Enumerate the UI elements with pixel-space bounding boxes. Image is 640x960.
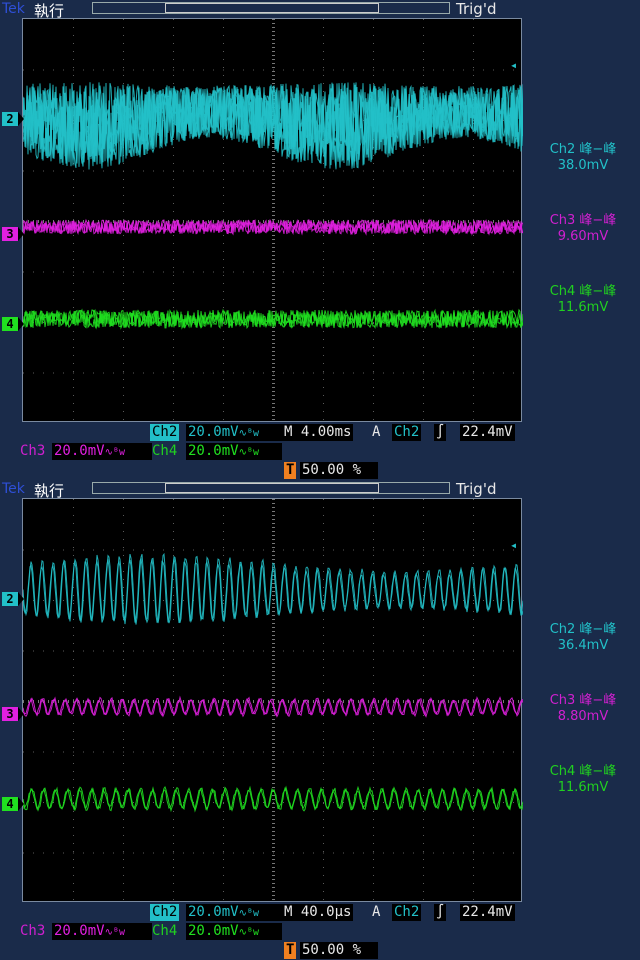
trigger-level[interactable]: 22.4mV: [460, 424, 515, 441]
ch4-ground-marker[interactable]: 4: [2, 317, 24, 331]
trigger-position-badge-icon: T: [284, 462, 297, 479]
ch2-scale[interactable]: 20.0mV∿ᴮw: [186, 424, 282, 441]
ch3-scale[interactable]: 20.0mV∿ᴮw: [52, 923, 152, 940]
trigger-mode: A: [372, 424, 381, 440]
trigger-source[interactable]: Ch2: [392, 424, 422, 441]
ch2-scale[interactable]: 20.0mV∿ᴮw: [186, 904, 282, 921]
trigger-mode: A: [372, 904, 381, 920]
ch3-trace: [23, 218, 523, 236]
ch3-meas-label: Ch3 峰−峰: [549, 213, 617, 228]
trigger-level-icon[interactable]: ◂: [510, 58, 518, 72]
ch4-trace: [23, 308, 523, 330]
ch4-label[interactable]: Ch4: [152, 923, 178, 939]
ch4-measurement: Ch4 峰−峰 11.6mV: [528, 284, 638, 316]
waveform-display[interactable]: [22, 498, 523, 902]
status-row-3: T 50.00 %: [0, 462, 640, 480]
ch4-scale[interactable]: 20.0mV∿ᴮw: [186, 923, 282, 940]
scope-panel-top: Tek 執行 Trig'd T 2 3 4 ◂ Ch2 峰−峰 38.0mV C…: [0, 0, 640, 480]
trigger-level[interactable]: 22.4mV: [460, 904, 515, 921]
ch2-measurement: Ch2 峰−峰 36.4mV: [528, 622, 638, 654]
record-length-bar: [92, 2, 450, 14]
brand-logo: Tek: [2, 1, 25, 17]
ch3-ground-marker[interactable]: 3: [2, 707, 24, 721]
trigger-position[interactable]: 50.00 %: [300, 942, 378, 959]
ch4-trace: [23, 786, 523, 812]
trigger-slope-icon: ∫: [434, 424, 447, 441]
ch2-measurement: Ch2 峰−峰 38.0mV: [528, 142, 638, 174]
status-row-2: Ch3 20.0mV∿ᴮw Ch4 20.0mV∿ᴮw: [0, 923, 640, 941]
ch3-meas-label: Ch3 峰−峰: [549, 693, 617, 708]
ch4-meas-value: 11.6mV: [557, 780, 609, 795]
ch2-trace: [23, 83, 523, 170]
waveform-display[interactable]: [22, 18, 523, 422]
ch3-measurement: Ch3 峰−峰 9.60mV: [528, 213, 638, 245]
ch3-meas-value: 8.80mV: [557, 709, 609, 724]
ch2-meas-label: Ch2 峰−峰: [549, 142, 617, 157]
ch4-meas-label: Ch4 峰−峰: [549, 284, 617, 299]
top-status-bar: Tek 執行 Trig'd: [0, 0, 640, 20]
ch2-trace: [23, 82, 523, 169]
trigger-position[interactable]: 50.00 %: [300, 462, 378, 479]
top-status-bar: Tek 執行 Trig'd: [0, 480, 640, 500]
trigger-level-icon[interactable]: ◂: [510, 538, 518, 552]
ch3-trace: [23, 218, 523, 236]
trigger-state: Trig'd: [456, 0, 497, 18]
ch3-label[interactable]: Ch3: [20, 923, 46, 939]
graticule: [23, 19, 519, 420]
ch3-ground-marker[interactable]: 3: [2, 227, 24, 241]
ch2-ground-marker[interactable]: 2: [2, 112, 24, 126]
trigger-state: Trig'd: [456, 480, 497, 498]
status-row-1: Ch2 20.0mV∿ᴮw M 4.00ms A Ch2 ∫ 22.4mV: [0, 424, 640, 442]
ch2-label[interactable]: Ch2: [150, 904, 180, 921]
ch4-meas-label: Ch4 峰−峰: [549, 764, 617, 779]
trigger-slope-icon: ∫: [434, 904, 447, 921]
ch4-scale[interactable]: 20.0mV∿ᴮw: [186, 443, 282, 460]
ch4-label[interactable]: Ch4: [152, 443, 178, 459]
ch2-ground-marker[interactable]: 2: [2, 592, 24, 606]
acquisition-mode: 執行: [34, 2, 65, 20]
trigger-position-badge-icon: T: [284, 942, 297, 959]
ch3-label[interactable]: Ch3: [20, 443, 46, 459]
timebase[interactable]: M 40.0µs: [282, 904, 354, 921]
ch2-meas-label: Ch2 峰−峰: [549, 622, 617, 637]
ch3-measurement: Ch3 峰−峰 8.80mV: [528, 693, 638, 725]
status-row-1: Ch2 20.0mV∿ᴮw M 40.0µs A Ch2 ∫ 22.4mV: [0, 904, 640, 922]
ch4-meas-value: 11.6mV: [557, 300, 609, 315]
ch3-scale[interactable]: 20.0mV∿ᴮw: [52, 443, 152, 460]
scope-panel-bottom: Tek 執行 Trig'd T 2 3 4 ◂ Ch2 峰−峰 36.4mV C…: [0, 480, 640, 960]
trigger-source[interactable]: Ch2: [392, 904, 422, 921]
ch4-ground-marker[interactable]: 4: [2, 797, 24, 811]
ch2-meas-value: 38.0mV: [557, 158, 609, 173]
timebase[interactable]: M 4.00ms: [282, 424, 354, 441]
ch4-measurement: Ch4 峰−峰 11.6mV: [528, 764, 638, 796]
ch2-trace: [23, 557, 523, 624]
acquisition-mode: 執行: [34, 482, 65, 500]
status-row-3: T 50.00 %: [0, 942, 640, 960]
record-view-window[interactable]: [165, 3, 379, 13]
record-view-window[interactable]: [165, 483, 379, 493]
brand-logo: Tek: [2, 481, 25, 497]
record-length-bar: [92, 482, 450, 494]
ch3-meas-value: 9.60mV: [557, 229, 609, 244]
ch3-trace: [23, 695, 523, 718]
ch2-meas-value: 36.4mV: [557, 638, 609, 653]
status-row-2: Ch3 20.0mV∿ᴮw Ch4 20.0mV∿ᴮw: [0, 443, 640, 461]
ch3-trace: [23, 697, 523, 717]
ch2-label[interactable]: Ch2: [150, 424, 180, 441]
